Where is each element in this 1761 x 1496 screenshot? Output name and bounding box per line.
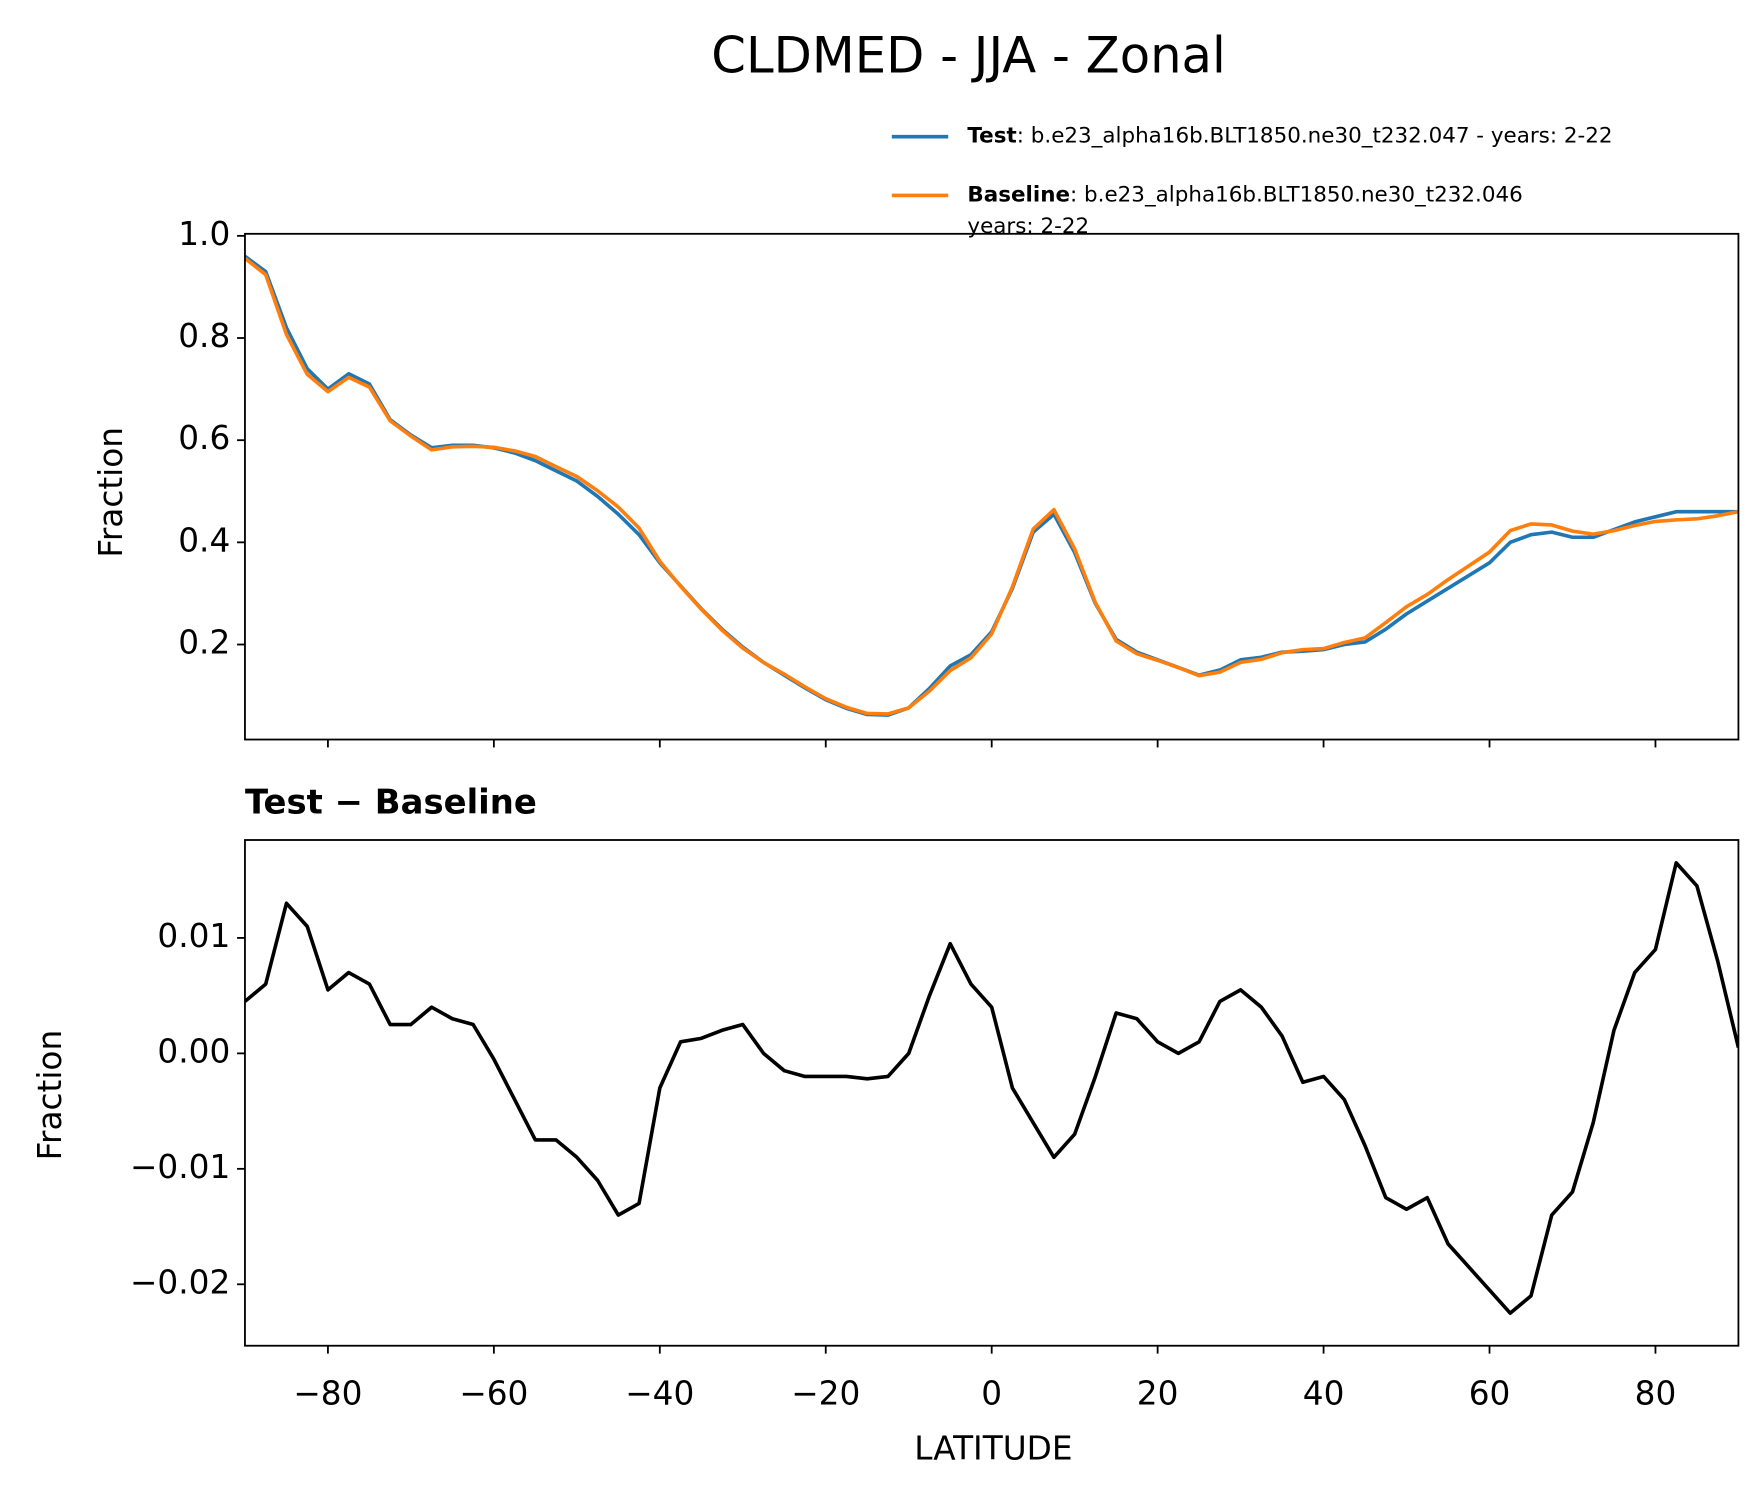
y-tick-label: 0.00 (157, 1032, 230, 1070)
y-tick-label: 0.2 (178, 624, 230, 662)
x-tick-label: 80 (1635, 1374, 1677, 1412)
chart-title: CLDMED - JJA - Zonal (711, 26, 1225, 84)
y-tick-label: 0.4 (178, 521, 230, 559)
legend-label: Baseline: b.e23_alpha16b.BLT1850.ne30_t2… (967, 182, 1522, 239)
x-axis-label: LATITUDE (914, 1430, 1072, 1468)
axes-frame (244, 232, 1740, 741)
x-tick-label: 0 (981, 1374, 1002, 1412)
x-tick-label: −60 (459, 1374, 528, 1412)
x-tick-label: 40 (1303, 1374, 1345, 1412)
y-tick-label: 1.0 (178, 215, 230, 253)
legend-name: Baseline (967, 182, 1070, 207)
legend-text: : b.e23_alpha16b.BLT1850.ne30_t232.047 -… (1017, 124, 1613, 149)
y-tick-label: 0.8 (178, 317, 230, 355)
x-tick-label: −20 (791, 1374, 860, 1412)
legend-text: : b.e23_alpha16b.BLT1850.ne30_t232.046 (1070, 182, 1523, 207)
x-tick-label: 20 (1137, 1374, 1179, 1412)
legend-name: Test (967, 124, 1016, 149)
y-tick-label: 0.6 (178, 419, 230, 457)
y-tick-label: 0.01 (157, 917, 230, 955)
y-tick-label: −0.02 (130, 1263, 230, 1301)
legend-entry: Baseline: b.e23_alpha16b.BLT1850.ne30_t2… (891, 182, 1523, 239)
legend-text: years: 2-22 (967, 214, 1089, 239)
subplot-title: Test − Baseline (245, 782, 537, 821)
x-tick-label: −80 (293, 1374, 362, 1412)
x-tick-label: 60 (1469, 1374, 1511, 1412)
y-axis-label: Fraction (92, 427, 130, 558)
legend-entry: Test: b.e23_alpha16b.BLT1850.ne30_t232.0… (891, 124, 1613, 149)
data-line (244, 256, 1739, 716)
legend-label: Test: b.e23_alpha16b.BLT1850.ne30_t232.0… (967, 124, 1612, 149)
data-line (244, 861, 1739, 1315)
x-tick-label: −40 (625, 1374, 694, 1412)
data-line (244, 254, 1739, 717)
axes-frame (244, 839, 1740, 1347)
y-tick-label: −0.01 (130, 1148, 230, 1186)
y-axis-label: Fraction (31, 1030, 69, 1161)
